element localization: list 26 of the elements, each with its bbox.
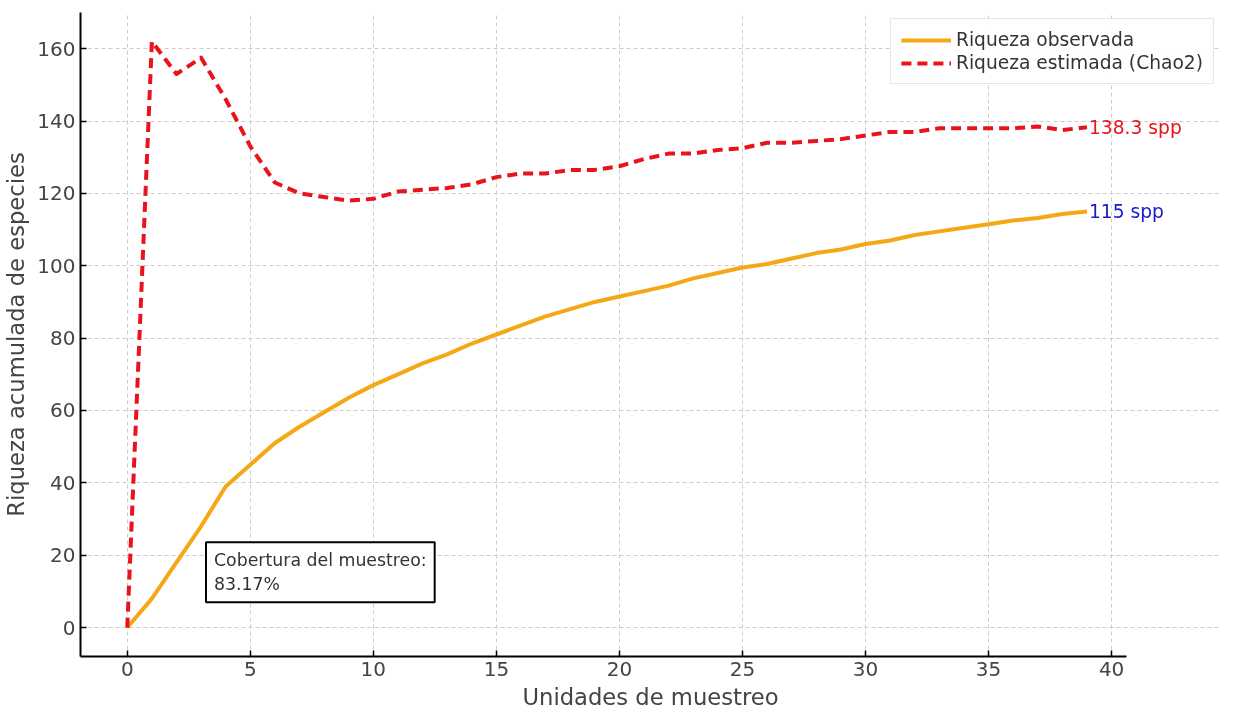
x-tick-label: 35 bbox=[975, 656, 1002, 681]
annotation: Cobertura del muestreo: 83.17% bbox=[214, 550, 427, 595]
y-tick-label: 60 bbox=[50, 398, 76, 423]
y-tick-label: 20 bbox=[50, 543, 76, 568]
y-tick-label: 120 bbox=[37, 181, 76, 206]
y-tick-label: 0 bbox=[62, 615, 76, 640]
y-axis-title: Riqueza acumulada de especies bbox=[3, 152, 30, 517]
x-tick-label: 5 bbox=[243, 656, 257, 681]
line-series bbox=[125, 209, 1089, 630]
x-tick-label: 30 bbox=[852, 656, 879, 681]
annotation: 138.3 spp bbox=[1089, 116, 1182, 138]
annotation: 115 spp bbox=[1089, 200, 1164, 222]
x-tick-label: 25 bbox=[729, 656, 756, 681]
x-tick-label: 15 bbox=[483, 656, 510, 681]
y-tick-label: 160 bbox=[37, 36, 76, 61]
y-tick-label: 100 bbox=[37, 253, 76, 278]
x-tick-label: 20 bbox=[606, 656, 633, 681]
y-tick-label: 40 bbox=[50, 470, 76, 495]
x-tick-label: 40 bbox=[1098, 656, 1125, 681]
y-tick-label: 140 bbox=[37, 109, 76, 134]
legend-label: Riqueza observada bbox=[955, 29, 1135, 50]
x-axis-title: Unidades de muestreo bbox=[522, 683, 779, 710]
x-tick-label: 10 bbox=[360, 656, 387, 681]
x-tick-label: 0 bbox=[120, 656, 134, 681]
legend-label: Riqueza estimada (Chao2) bbox=[955, 52, 1203, 73]
y-tick-label: 80 bbox=[50, 326, 76, 351]
